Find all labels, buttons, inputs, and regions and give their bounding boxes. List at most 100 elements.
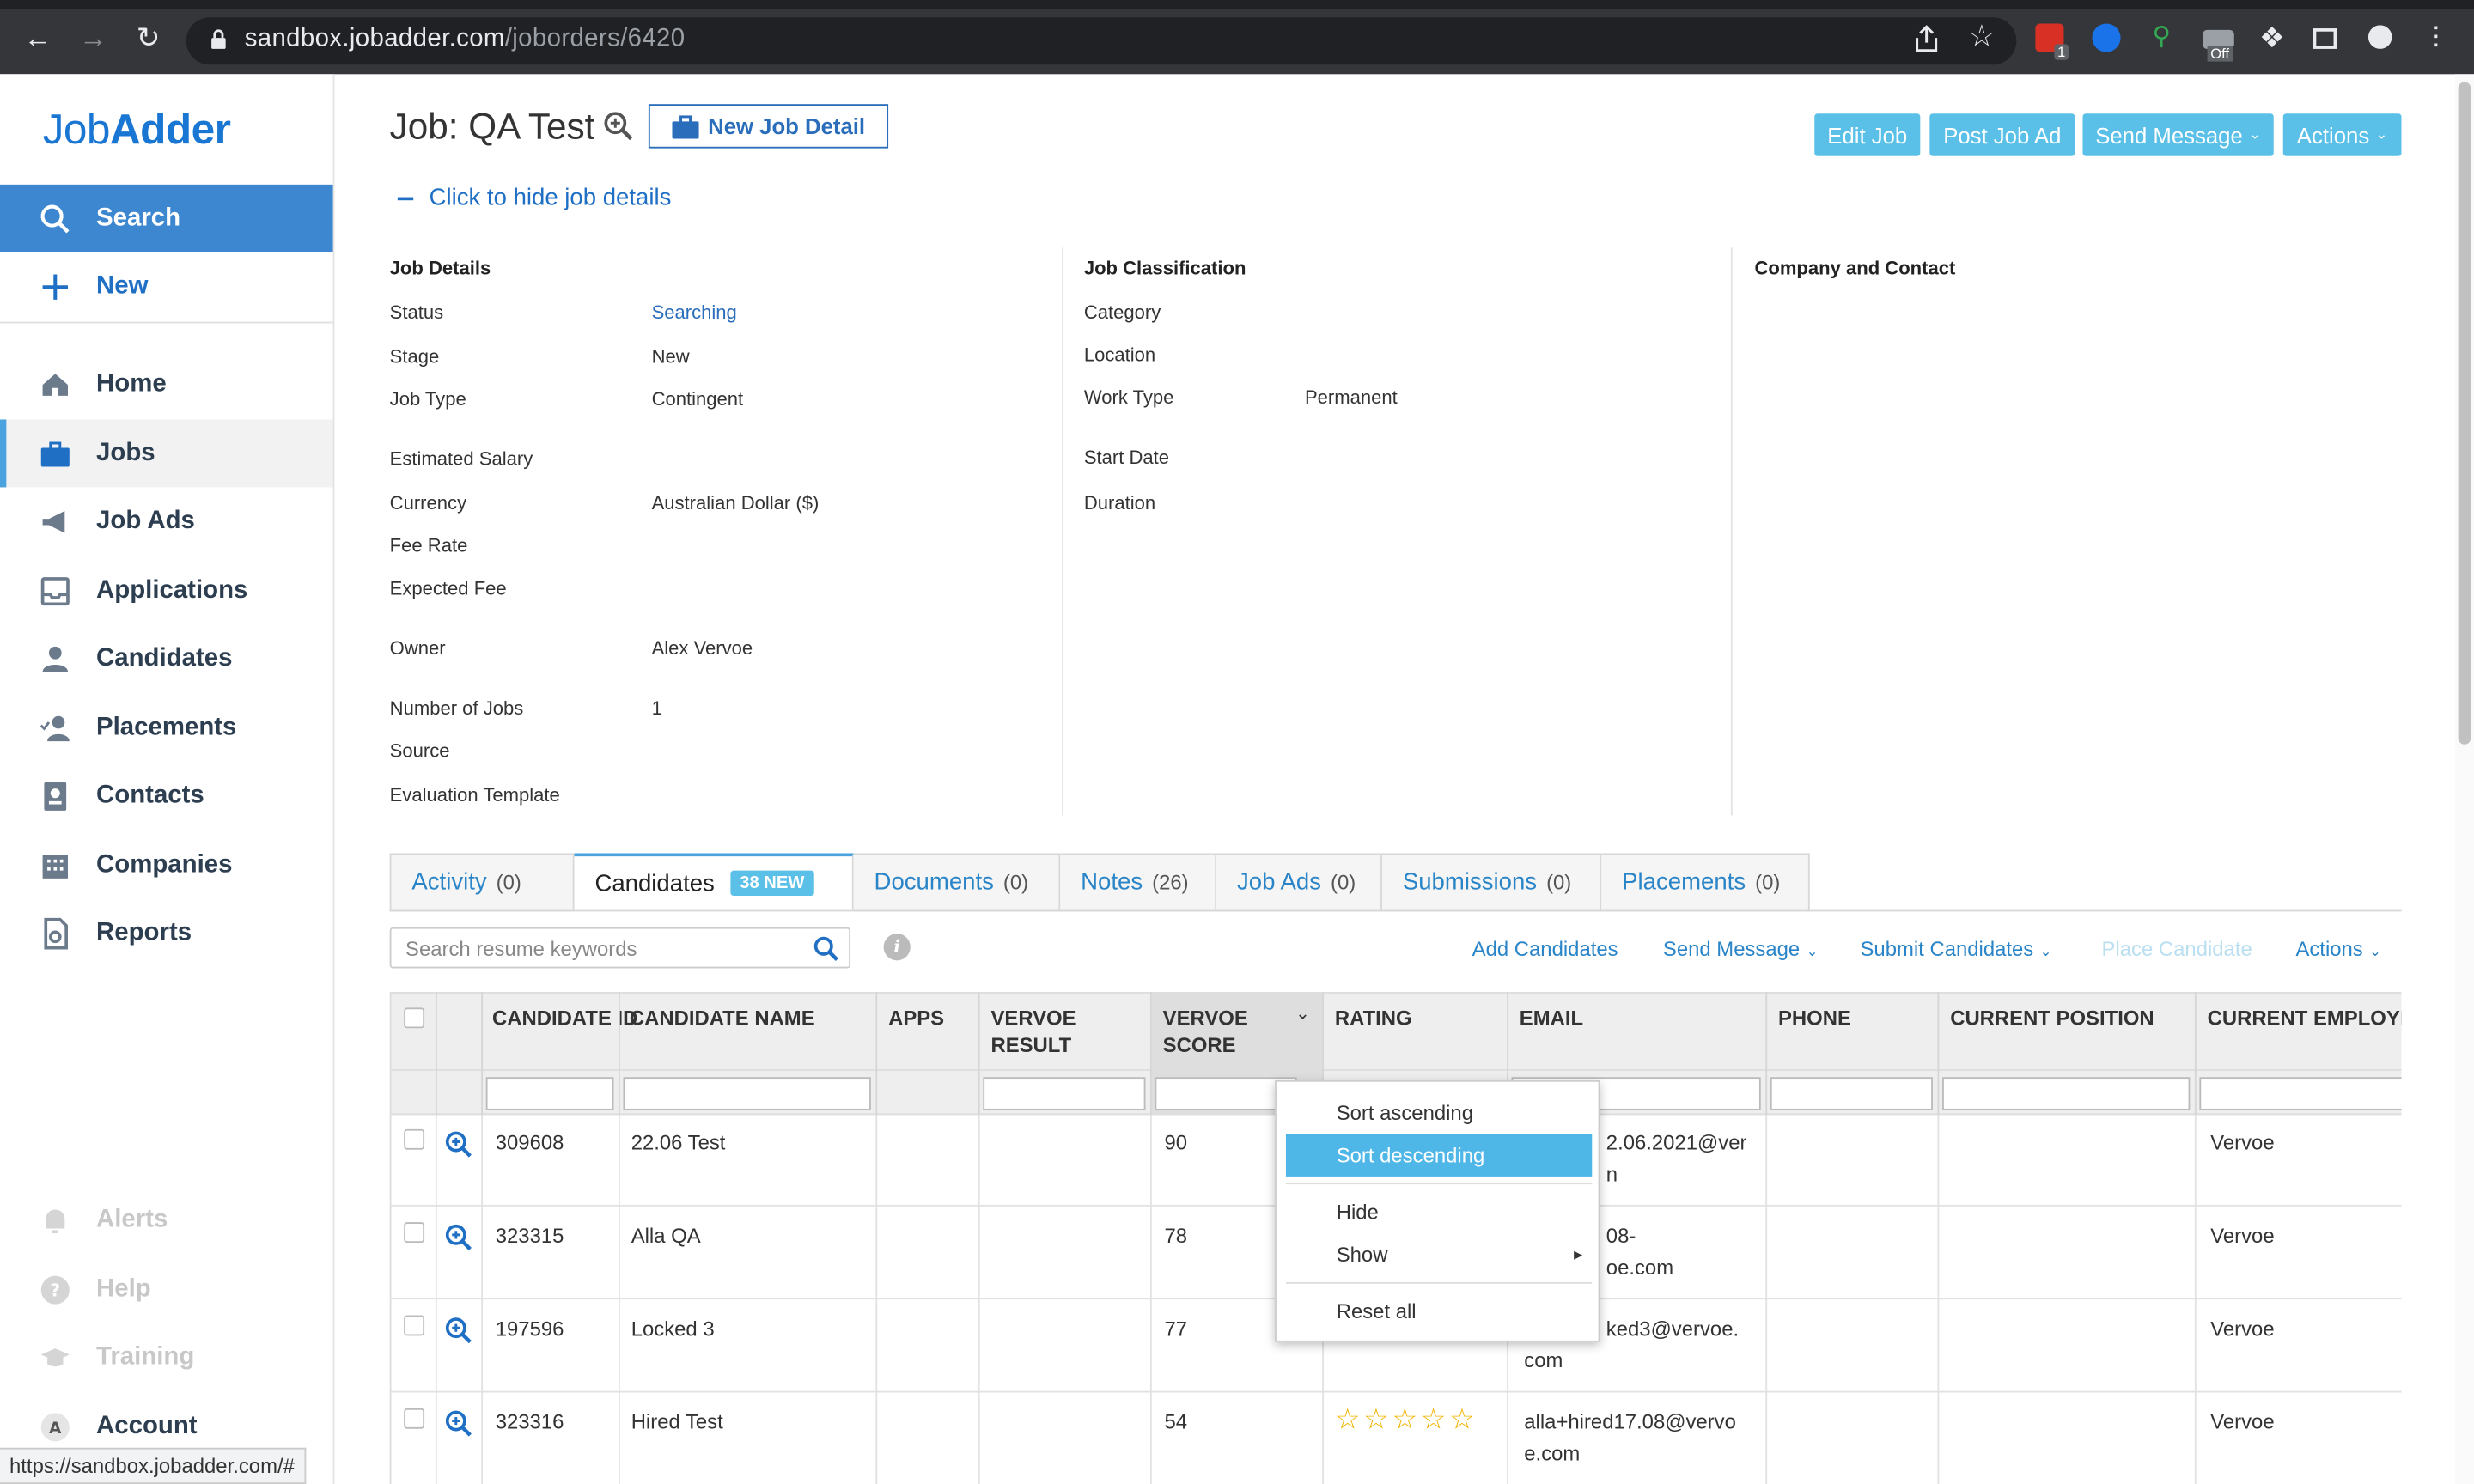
filter-current-employer[interactable] [2199,1077,2402,1110]
select-all-checkbox[interactable] [404,1007,425,1029]
send-message-dropdown[interactable]: Send Message ⌄ [2082,113,2274,156]
tab-activity[interactable]: Activity (0) [389,853,575,912]
sidebar-item-candidates[interactable]: Candidates [0,624,333,692]
zoom-in-icon[interactable] [603,111,635,143]
header-current-employer[interactable]: CURRENT EMPLOYER [2207,1006,2402,1031]
sidebar-item-companies[interactable]: Companies [0,831,333,899]
add-candidates-link[interactable]: Add Candidates [1472,936,1618,961]
side-panel-icon[interactable] [2313,28,2337,49]
sidebar-item-account[interactable]: A Account [0,1392,333,1460]
email-wrap[interactable]: n [1606,1162,1618,1186]
reload-icon[interactable]: ↻ [136,21,161,54]
extension-search-icon[interactable]: ⚲ [2152,23,2172,51]
scrollbar-thumb[interactable] [2458,82,2471,745]
tab-job-ads[interactable]: Job Ads (0) [1216,853,1382,912]
filter-vervoe-result[interactable] [983,1077,1146,1110]
menu-reset-all[interactable]: Reset all [1336,1299,1417,1323]
filter-phone[interactable] [1770,1077,1933,1110]
email[interactable]: alla+hired17.08@vervo [1524,1409,1736,1434]
profile-icon[interactable] [2367,25,2392,49]
tab-submissions[interactable]: Submissions (0) [1381,853,1602,912]
sidebar-search[interactable]: Search [0,184,333,252]
sidebar-item-help[interactable]: ? Help [0,1256,333,1323]
new-job-detail-button[interactable]: New Job Detail [648,104,889,149]
resume-search-input[interactable]: Search resume keywords [389,927,850,969]
hide-job-details-link[interactable]: Click to hide job details [397,185,671,211]
search-icon[interactable] [813,935,839,962]
header-candidate-id[interactable]: CANDIDATE ID [492,1006,638,1031]
menu-sort-ascending[interactable]: Sort ascending [1336,1100,1474,1125]
menu-hide[interactable]: Hide [1336,1200,1379,1224]
sidebar-item-applications[interactable]: Applications [0,556,333,624]
status-value[interactable]: Searching [651,301,737,324]
email[interactable]: 08- [1606,1223,1636,1248]
send-message-link[interactable]: Send Message ⌄ [1662,936,1819,961]
kebab-menu-icon[interactable]: ⋮ [2423,23,2449,51]
header-vervoe-score[interactable]: VERVOE SCORE [1162,1006,1248,1057]
back-icon[interactable]: ← [23,21,52,54]
preview-zoom-icon[interactable] [445,1131,473,1159]
sidebar-item-training[interactable]: Training [0,1323,333,1391]
tab-placements[interactable]: Placements (0) [1601,853,1810,912]
header-phone[interactable]: PHONE [1777,1006,1851,1031]
row-checkbox[interactable] [404,1315,425,1336]
address-bar[interactable] [186,17,2017,65]
sidebar-item-reports[interactable]: Reports [0,899,333,967]
sidebar-item-job-ads[interactable]: Job Ads [0,487,333,555]
tab-documents[interactable]: Documents (0) [853,853,1061,912]
header-current-position[interactable]: CURRENT POSITION [1950,1006,2154,1031]
tab-candidates[interactable]: Candidates 38 NEW [574,853,854,912]
menu-sort-descending[interactable]: Sort descending [1285,1134,1593,1177]
email-wrap[interactable]: com [1524,1348,1563,1372]
sidebar-item-placements[interactable]: Placements [0,694,333,762]
forward-icon[interactable]: → [78,21,107,54]
tab-notes[interactable]: Notes (26) [1060,853,1217,912]
candidate-name[interactable]: 22.06 Test [631,1130,726,1155]
email-wrap[interactable]: oe.com [1606,1255,1674,1280]
sidebar-item-contacts[interactable]: Contacts [0,762,333,830]
share-icon[interactable] [1914,25,1939,53]
filter-vervoe-score[interactable] [1155,1077,1297,1110]
row-checkbox[interactable] [404,1128,425,1150]
column-menu-button[interactable]: ⌄ [1295,1004,1310,1024]
actions-link[interactable]: Actions ⌄ [2295,936,2381,961]
info-icon[interactable]: i [883,934,911,961]
table-row[interactable]: 323316 Hired Test 54 ☆☆☆☆☆ alla+hired17.… [392,1394,2402,1484]
filter-current-position[interactable] [1942,1077,2191,1110]
row-checkbox[interactable] [404,1222,425,1244]
extension-toggle-icon[interactable] [2203,29,2234,49]
header-rating[interactable]: RATING [1334,1006,1412,1031]
menu-show[interactable]: Show ▸ [1336,1243,1583,1267]
url-text[interactable]: sandbox.jobadder.com/joborders/6420 [244,25,686,52]
sidebar-new[interactable]: New [0,252,333,320]
puzzle-icon[interactable]: ❖ [2259,21,2285,54]
post-job-ad-button[interactable]: Post Job Ad [1929,113,2075,156]
extension-a-icon[interactable] [2092,23,2121,52]
star-rating[interactable]: ☆☆☆☆☆ [1334,1403,1478,1436]
preview-zoom-icon[interactable] [445,1317,473,1345]
place-candidate-link[interactable]: Place Candidate [2101,936,2252,961]
header-email[interactable]: EMAIL [1519,1006,1584,1031]
preview-zoom-icon[interactable] [445,1224,473,1252]
filter-candidate-id[interactable] [485,1077,614,1110]
preview-zoom-icon[interactable] [445,1410,473,1438]
table-row[interactable]: 197596 Locked 3 77 ked3@vervoe. com Verv… [391,1301,2402,1393]
bookmark-star-icon[interactable]: ☆ [1968,20,1996,54]
logo[interactable]: JobAdder [42,106,231,154]
email-wrap[interactable]: e.com [1524,1441,1581,1465]
email[interactable]: ked3@vervoe. [1606,1317,1740,1341]
candidate-name[interactable]: Alla QA [631,1223,701,1248]
sidebar-item-home[interactable]: Home [0,350,333,418]
submit-candidates-link[interactable]: Submit Candidates ⌄ [1860,936,2052,961]
header-candidate-name[interactable]: CANDIDATE NAME [629,1006,815,1031]
header-apps[interactable]: APPS [888,1006,945,1031]
header-vervoe-result[interactable]: VERVOE RESULT [990,1006,1076,1057]
candidate-name[interactable]: Locked 3 [631,1317,715,1341]
candidate-name[interactable]: Hired Test [631,1409,723,1434]
actions-dropdown[interactable]: Actions ⌄ [2282,113,2402,156]
sidebar-item-jobs[interactable]: Jobs [0,419,333,488]
edit-job-button[interactable]: Edit Job [1814,113,1921,156]
row-checkbox[interactable] [404,1408,425,1429]
filter-candidate-name[interactable] [623,1077,871,1110]
email[interactable]: 2.06.2021@ver [1606,1130,1747,1155]
